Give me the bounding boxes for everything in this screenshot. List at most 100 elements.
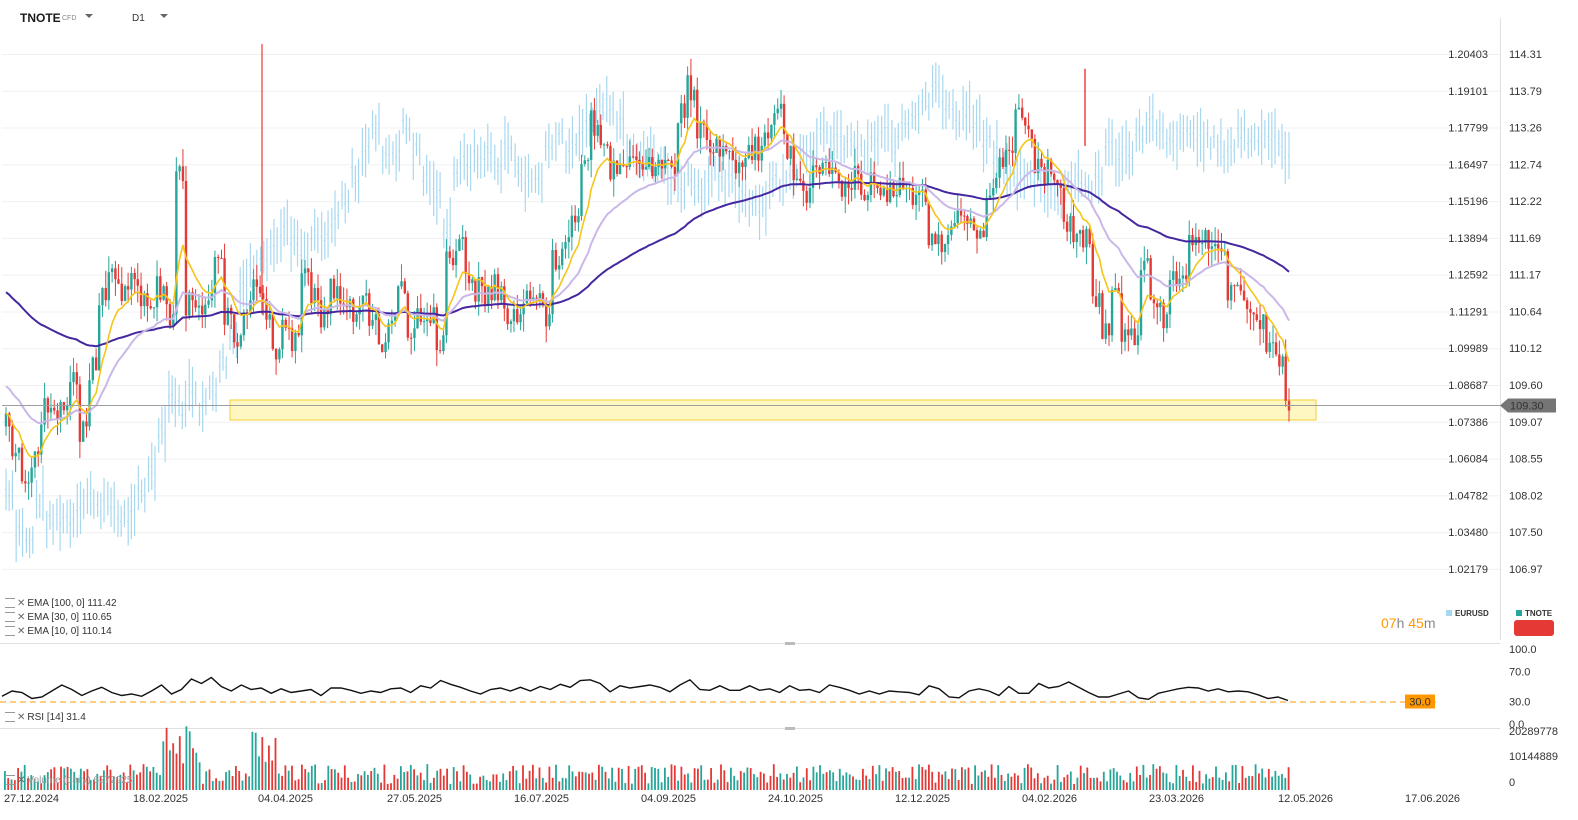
volume-bar — [7, 778, 10, 790]
volume-bar — [716, 779, 719, 790]
volume-axis-tick: 20289778 — [1509, 726, 1558, 738]
candle-body — [686, 75, 689, 118]
volume-bar — [119, 774, 122, 790]
volume-bar — [878, 765, 881, 790]
y-axis-tick: 108.55 — [1509, 454, 1543, 466]
candle-body — [8, 413, 11, 427]
series-tnote[interactable]: TNOTE — [1516, 609, 1552, 618]
legend-ema10[interactable]: ✕ EMA [10, 0] 110.14 — [5, 626, 112, 637]
timeframe-dropdown-icon[interactable] — [160, 14, 168, 18]
volume-bar — [231, 776, 234, 790]
menu-icon[interactable] — [5, 626, 15, 637]
volume-bar — [634, 768, 637, 790]
volume-bar — [1145, 777, 1148, 790]
candle-body — [49, 407, 53, 413]
volume-bar — [370, 771, 373, 790]
volume-bar — [169, 750, 171, 790]
volume-bar — [812, 766, 815, 790]
candle-body — [1216, 244, 1220, 249]
volume-bar — [545, 782, 547, 790]
menu-icon[interactable] — [5, 598, 15, 609]
volume-bar — [1096, 777, 1099, 790]
volume-bar — [211, 781, 214, 790]
volume-bar — [568, 765, 571, 790]
volume-bar — [1185, 776, 1188, 790]
menu-icon[interactable] — [5, 712, 15, 723]
candle-body — [1258, 320, 1262, 330]
candle-body — [30, 467, 33, 483]
candle-body — [766, 132, 770, 139]
candle-body — [381, 344, 384, 352]
volume-bar — [1182, 769, 1184, 790]
volume-bar — [268, 745, 270, 790]
legend-ema30[interactable]: ✕ EMA [30, 0] 110.65 — [5, 612, 112, 623]
candle-body — [146, 293, 149, 307]
volume-bar — [1132, 781, 1135, 790]
volume-bar — [459, 781, 462, 790]
symbol-dropdown-icon[interactable] — [85, 14, 93, 18]
rsi-axis-tick: 100.0 — [1509, 644, 1537, 656]
candle-body — [1204, 230, 1207, 243]
symbol-type: CFD — [62, 15, 77, 22]
candle-body — [1043, 166, 1046, 185]
volume-bar — [1175, 765, 1178, 790]
candle-body — [635, 156, 638, 160]
volume-bar — [159, 775, 161, 790]
volume-bar — [518, 783, 521, 790]
volume-axis-tick: 0 — [1509, 777, 1515, 789]
candle-body — [1072, 216, 1075, 243]
volume-bar — [310, 765, 313, 790]
legend-rsi[interactable]: ✕ RSI [14] 31.4 — [5, 712, 86, 723]
candle-body — [734, 159, 738, 174]
volume-bar — [832, 772, 835, 790]
pane-resize-handle — [785, 642, 795, 645]
volume-bar — [195, 752, 198, 790]
volume-bar — [1060, 781, 1062, 790]
menu-icon[interactable] — [5, 612, 15, 623]
volume-bar — [324, 780, 326, 790]
symbol-name[interactable]: TNOTE — [20, 11, 61, 25]
volume-bar — [393, 774, 396, 790]
volume-bar — [198, 762, 201, 790]
sell-button[interactable] — [1514, 620, 1554, 636]
candle-body — [1059, 184, 1062, 188]
volume-bar — [871, 765, 874, 790]
candle-body — [365, 293, 368, 296]
volume-bar — [690, 782, 693, 790]
volume-bar — [799, 782, 802, 790]
x-axis-tick: 17.06.2026 — [1405, 793, 1460, 805]
legend-ema100[interactable]: ✕ EMA [100, 0] 111.42 — [5, 598, 117, 609]
x-axis-tick: 23.03.2026 — [1149, 793, 1204, 805]
candle-body — [1065, 221, 1069, 232]
candle-body — [808, 187, 812, 203]
close-icon[interactable]: ✕ — [17, 612, 26, 623]
close-icon[interactable]: ✕ — [17, 712, 26, 723]
candle-body — [545, 304, 548, 327]
candle-body — [184, 180, 188, 316]
close-icon[interactable]: ✕ — [17, 626, 26, 637]
candle-body — [654, 166, 657, 177]
candle-body — [943, 244, 947, 253]
candle-body — [914, 195, 918, 205]
eurusd-axis-tick: 1.12592 — [1448, 270, 1488, 282]
candle-body — [946, 234, 950, 245]
menu-icon[interactable] — [5, 775, 15, 786]
candle-body — [1030, 129, 1034, 139]
volume-bar — [977, 775, 980, 790]
candle-body — [442, 335, 445, 352]
candle-body — [323, 309, 326, 328]
volume-bar — [27, 778, 29, 790]
candle-body — [1210, 246, 1214, 249]
close-icon[interactable]: ✕ — [17, 598, 26, 609]
volume-bar — [644, 772, 646, 790]
timeframe-selector[interactable]: D1 — [132, 13, 145, 24]
close-icon[interactable]: ✕ — [17, 775, 26, 786]
candle-body — [101, 288, 104, 306]
series-eurusd[interactable]: EURUSD — [1446, 609, 1489, 618]
volume-bar — [185, 726, 188, 790]
legend-volume[interactable]: ✕ Volume (daily) 6272925 — [5, 775, 132, 786]
volume-bar — [1099, 781, 1102, 790]
volume-bar — [918, 764, 920, 790]
volume-bar — [713, 782, 716, 790]
